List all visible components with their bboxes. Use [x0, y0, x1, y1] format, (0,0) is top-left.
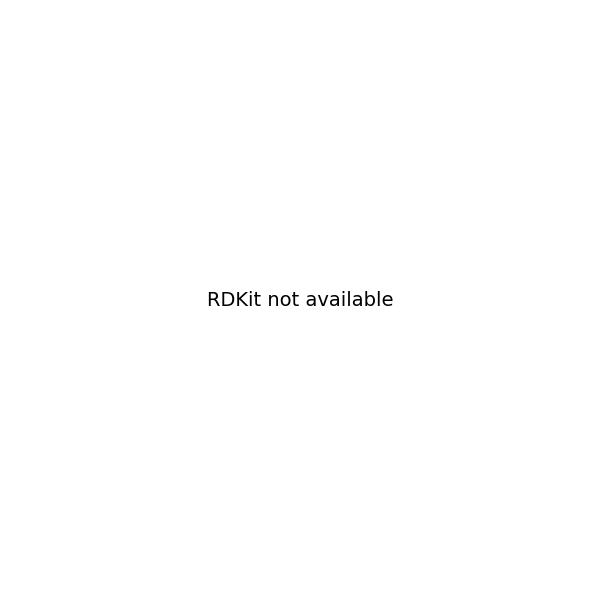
Text: RDKit not available: RDKit not available — [207, 290, 393, 310]
